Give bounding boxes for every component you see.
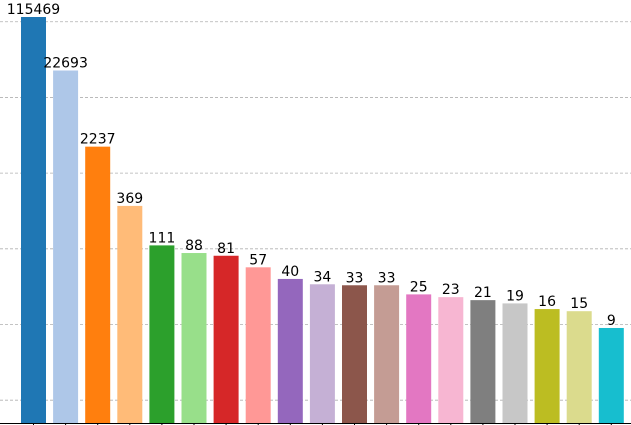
bar (181, 253, 207, 423)
bar (470, 300, 496, 423)
bar-value-label: 16 (538, 294, 556, 310)
bar-value-label: 40 (281, 264, 299, 280)
bar (53, 70, 79, 424)
x-axis (0, 423, 631, 425)
data-labels: 115469 22693 2237 369 111 88 81 57 40 34 33 33 25 23 2… (7, 2, 616, 329)
bar-value-label: 111 (149, 230, 176, 246)
bar-value-label: 22693 (43, 55, 88, 71)
bar-value-label: 88 (185, 238, 203, 254)
bar-value-label: 369 (116, 191, 143, 207)
bar-value-label: 57 (249, 252, 267, 268)
bar (566, 311, 592, 423)
bar-value-label: 19 (506, 288, 524, 304)
bar (406, 294, 432, 423)
bar (149, 245, 175, 423)
bar-value-label: 34 (313, 269, 331, 285)
bars (21, 17, 624, 424)
bar (245, 267, 271, 423)
bar-value-label: 23 (442, 282, 460, 298)
bar (309, 284, 335, 423)
bar (598, 327, 624, 423)
bar (438, 297, 464, 423)
bar (21, 17, 46, 423)
bar (374, 285, 400, 423)
bar (85, 146, 111, 423)
bar-value-label: 9 (607, 313, 616, 329)
bar (277, 278, 303, 423)
bar (342, 285, 367, 423)
bar-value-label: 115469 (7, 2, 60, 18)
bar (117, 205, 143, 423)
bar-value-label: 81 (217, 241, 235, 257)
bar-value-label: 33 (378, 270, 396, 286)
bar (213, 255, 239, 423)
bar-value-label: 25 (410, 279, 428, 295)
bar-value-label: 33 (346, 270, 364, 286)
bar-value-label: 21 (474, 285, 492, 301)
bar-value-label: 2237 (80, 132, 116, 148)
bar (534, 309, 560, 423)
bar (502, 303, 528, 423)
bar-value-label: 15 (570, 296, 588, 312)
